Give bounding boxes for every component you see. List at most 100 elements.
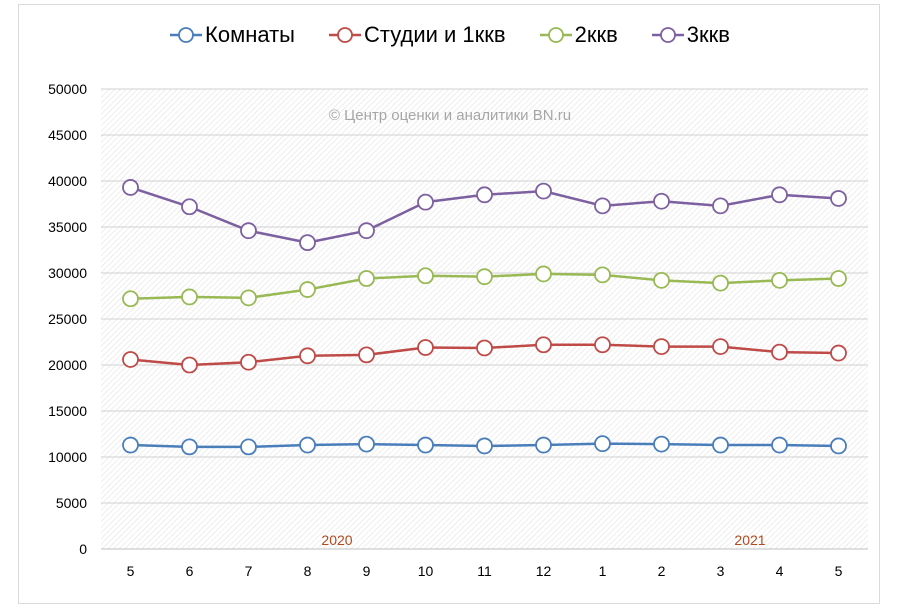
data-point — [299, 436, 316, 454]
data-point — [594, 197, 611, 215]
y-tick-label: 15000 — [48, 403, 87, 419]
data-point — [181, 438, 198, 456]
data-point — [830, 270, 847, 287]
year-labels: 2020 2021 — [321, 532, 765, 548]
legend-item-studii: Студии и 1ккв — [329, 22, 506, 48]
y-tick-label: 45000 — [48, 127, 87, 143]
legend-marker-icon — [329, 27, 361, 43]
x-tick-label: 7 — [245, 563, 253, 579]
series-3 — [122, 179, 847, 252]
data-point — [240, 353, 257, 371]
series-group — [122, 179, 847, 456]
data-point — [358, 270, 375, 287]
legend-label: Студии и 1ккв — [364, 22, 506, 47]
x-axis: 5 6 7 8 9 10 11 12 1 2 3 4 5 — [101, 548, 868, 579]
data-point — [653, 435, 670, 453]
data-point — [181, 198, 198, 216]
y-tick-label: 40000 — [48, 173, 87, 189]
data-point — [358, 435, 375, 453]
data-point — [771, 436, 788, 454]
data-point — [476, 339, 493, 357]
x-tick-label: 4 — [776, 563, 784, 579]
data-point — [122, 436, 139, 454]
x-tick-label: 5 — [835, 563, 843, 579]
legend-marker-icon — [539, 27, 572, 43]
legend: Комнаты Студии и 1ккв 2ккв 3ккв — [0, 22, 900, 48]
data-point — [240, 438, 257, 456]
data-point — [653, 192, 670, 210]
data-point — [476, 268, 493, 286]
data-point — [122, 179, 139, 196]
data-point — [535, 182, 552, 200]
y-tick-label: 35000 — [48, 219, 87, 235]
data-point — [594, 435, 611, 453]
data-point — [653, 271, 670, 289]
y-axis: 0 5000 10000 15000 20000 25000 30000 35000 40000… — [48, 81, 87, 557]
x-tick-label: 12 — [536, 563, 552, 579]
data-point — [299, 347, 316, 365]
x-tick-label: 2 — [658, 563, 666, 579]
data-point — [712, 197, 729, 215]
watermark-text: © Центр оценки и аналитики BN.ru — [329, 107, 571, 124]
data-point — [299, 281, 316, 298]
legend-item-3kkv: 3ккв — [651, 22, 730, 48]
data-point — [712, 338, 729, 356]
series-2 — [122, 265, 847, 308]
x-tick-label: 10 — [418, 563, 434, 579]
y-tick-label: 20000 — [48, 357, 87, 373]
data-point — [535, 336, 552, 354]
data-point — [653, 338, 670, 356]
legend-label: 3ккв — [686, 22, 730, 47]
x-tick-label: 3 — [717, 563, 725, 579]
data-point — [240, 222, 257, 240]
data-point — [594, 336, 611, 354]
data-point — [417, 267, 434, 285]
data-point — [594, 266, 611, 284]
data-point — [771, 186, 788, 204]
data-point — [181, 288, 198, 306]
legend-label: Комнаты — [205, 22, 295, 47]
data-point — [535, 436, 552, 454]
series-1 — [122, 336, 847, 374]
series-0 — [122, 435, 847, 456]
data-point — [299, 234, 316, 252]
y-tick-label: 30000 — [48, 265, 87, 281]
legend-marker-icon — [170, 27, 203, 43]
data-point — [417, 436, 434, 454]
year-label: 2020 — [321, 532, 352, 548]
data-point — [476, 186, 493, 204]
data-point — [771, 343, 788, 361]
x-tick-label: 1 — [599, 563, 607, 579]
y-tick-label: 50000 — [48, 81, 87, 97]
legend-label: 2ккв — [574, 22, 618, 47]
data-point — [181, 356, 198, 374]
data-point — [830, 437, 847, 455]
data-point — [417, 339, 434, 356]
data-point — [358, 346, 375, 364]
data-point — [830, 190, 847, 207]
data-point — [476, 437, 493, 455]
y-tick-label: 25000 — [48, 311, 87, 327]
y-tick-label: 0 — [79, 541, 87, 557]
y-tick-label: 5000 — [56, 495, 87, 511]
data-point — [830, 344, 847, 362]
data-point — [535, 265, 552, 283]
x-tick-label: 8 — [304, 563, 312, 579]
data-point — [122, 290, 139, 308]
data-point — [122, 351, 139, 368]
x-tick-label: 5 — [127, 563, 135, 579]
gridlines — [101, 88, 868, 550]
data-point — [358, 222, 375, 240]
x-tick-label: 6 — [186, 563, 194, 579]
data-point — [771, 271, 788, 289]
x-tick-label: 9 — [363, 563, 371, 579]
x-tick-label: 11 — [477, 563, 492, 579]
year-label: 2021 — [734, 532, 765, 548]
y-tick-label: 10000 — [48, 449, 87, 465]
legend-item-komnaty: Комнаты — [170, 22, 295, 48]
data-point — [712, 274, 729, 292]
data-point — [417, 193, 434, 211]
data-point — [240, 289, 257, 307]
legend-marker-icon — [651, 27, 684, 43]
